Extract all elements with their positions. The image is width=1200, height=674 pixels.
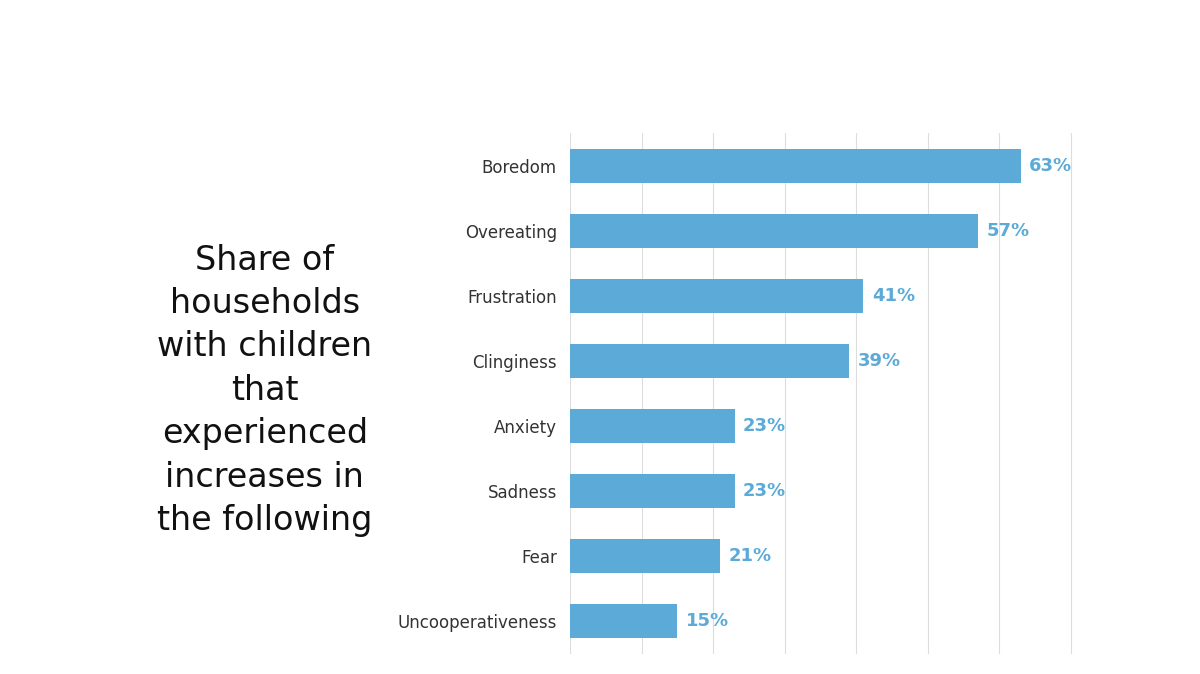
Text: 15%: 15% bbox=[686, 612, 730, 630]
Text: Emotional Impact: Emotional Impact bbox=[26, 28, 575, 82]
Bar bbox=[570, 409, 734, 443]
Bar bbox=[570, 474, 734, 508]
Text: 39%: 39% bbox=[858, 352, 901, 370]
Text: 63%: 63% bbox=[1030, 157, 1073, 175]
Bar bbox=[570, 539, 720, 573]
Text: 23%: 23% bbox=[743, 482, 786, 500]
Bar bbox=[570, 279, 863, 313]
Bar bbox=[570, 149, 1021, 183]
Text: 21%: 21% bbox=[728, 547, 772, 565]
Text: 23%: 23% bbox=[743, 417, 786, 435]
Bar bbox=[570, 605, 677, 638]
Text: 41%: 41% bbox=[872, 287, 916, 305]
Text: Share of
households
with children
that
experienced
increases in
the following: Share of households with children that e… bbox=[157, 243, 372, 537]
Bar bbox=[570, 214, 978, 248]
Bar bbox=[570, 344, 850, 378]
Text: 57%: 57% bbox=[986, 222, 1030, 240]
